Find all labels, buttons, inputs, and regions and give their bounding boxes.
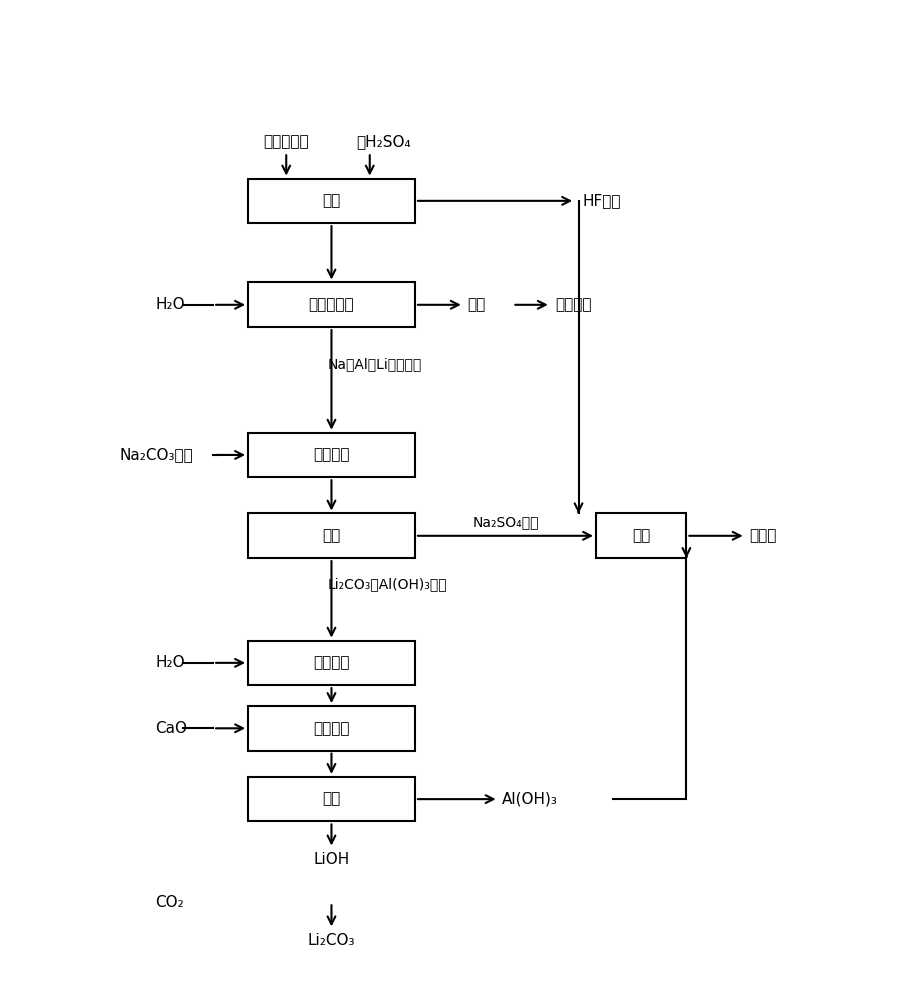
Bar xyxy=(596,513,686,558)
Text: 冰晶石: 冰晶石 xyxy=(749,528,777,543)
Text: Li₂CO₃: Li₂CO₃ xyxy=(308,933,356,948)
Bar xyxy=(248,641,415,685)
Bar xyxy=(248,433,415,477)
Text: Na、Al、Li的硫酸盐: Na、Al、Li的硫酸盐 xyxy=(328,357,422,371)
Text: 电解铝废渣: 电解铝废渣 xyxy=(263,134,309,149)
Text: 滤渣: 滤渣 xyxy=(467,297,486,312)
Text: Al(OH)₃: Al(OH)₃ xyxy=(502,792,558,807)
Text: H₂O: H₂O xyxy=(155,297,185,312)
Bar xyxy=(248,282,415,327)
Text: 合成: 合成 xyxy=(632,528,650,543)
Text: H₂O: H₂O xyxy=(155,655,185,670)
Text: LiOH: LiOH xyxy=(313,852,349,867)
Text: 炭素行业: 炭素行业 xyxy=(555,297,592,312)
Text: 反应: 反应 xyxy=(322,193,340,208)
Bar xyxy=(248,513,415,558)
Bar xyxy=(248,179,415,223)
Text: CaO: CaO xyxy=(155,721,188,736)
Text: Na₂CO₃固体: Na₂CO₃固体 xyxy=(119,447,193,462)
Text: HF气体: HF气体 xyxy=(582,193,621,208)
Text: Li₂CO₃、Al(OH)₃固体: Li₂CO₃、Al(OH)₃固体 xyxy=(328,577,447,591)
Text: 浸取、过滤: 浸取、过滤 xyxy=(309,297,355,312)
Text: 碱解反应: 碱解反应 xyxy=(313,447,349,462)
Text: 苛化反应: 苛化反应 xyxy=(313,721,349,736)
Text: 配制溶液: 配制溶液 xyxy=(313,655,349,670)
Text: 过滤: 过滤 xyxy=(322,792,340,807)
Bar xyxy=(248,706,415,751)
Text: 过滤: 过滤 xyxy=(322,528,340,543)
Bar xyxy=(248,777,415,821)
Text: Na₂SO₄溶液: Na₂SO₄溶液 xyxy=(472,515,539,529)
Text: 浓H₂SO₄: 浓H₂SO₄ xyxy=(357,134,411,149)
Text: CO₂: CO₂ xyxy=(155,895,184,910)
